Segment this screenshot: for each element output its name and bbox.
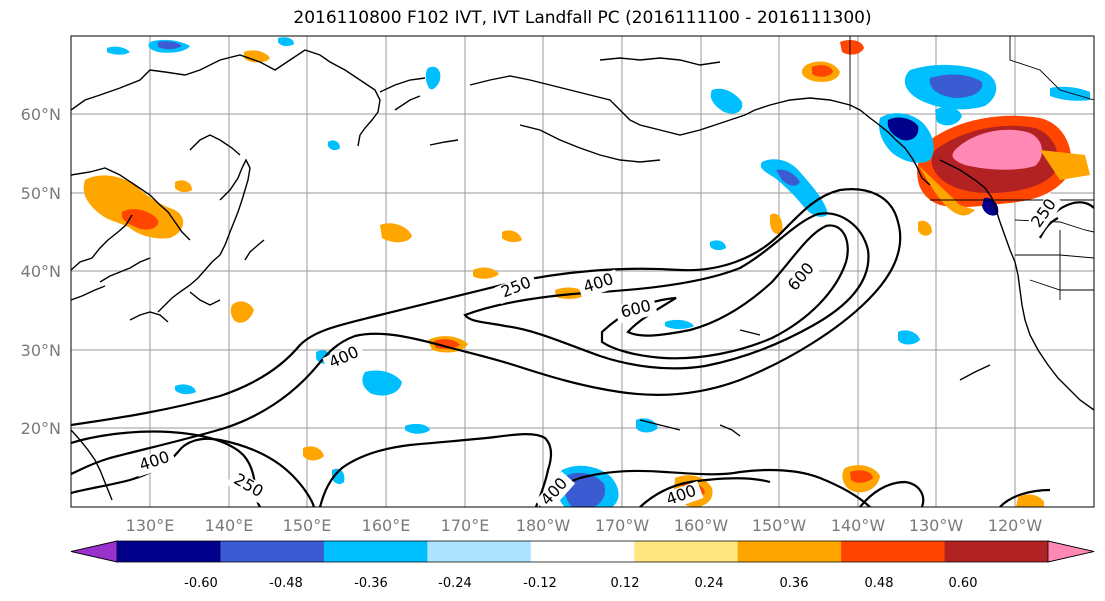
colorbar-tick-label: -0.36 bbox=[354, 576, 388, 591]
lon-label: 140°W bbox=[831, 516, 886, 535]
colorbar-extend-min bbox=[70, 540, 118, 563]
grid-lines bbox=[71, 36, 1094, 507]
lon-label: 130°E bbox=[126, 516, 175, 535]
colorbar-tick-label: 0.60 bbox=[949, 576, 978, 591]
coastlines bbox=[71, 49, 1094, 501]
map-area: 250 400 600 400 600 400 250 400 400 250 bbox=[71, 36, 1094, 507]
lon-label: 170°E bbox=[441, 516, 490, 535]
colorbar-segment bbox=[634, 541, 739, 562]
colorbar-tick-label: -0.60 bbox=[184, 576, 218, 591]
lat-label: 50°N bbox=[21, 184, 61, 203]
lon-label: 160°W bbox=[674, 516, 729, 535]
colorbar bbox=[70, 540, 1095, 563]
lat-label: 30°N bbox=[21, 341, 61, 360]
lon-label: 170°W bbox=[595, 516, 650, 535]
colorbar-tick-label: 0.24 bbox=[695, 576, 724, 591]
lon-label: 150°E bbox=[283, 516, 332, 535]
lon-label: 120°W bbox=[988, 516, 1043, 535]
colorbar-tick-label: -0.48 bbox=[269, 576, 303, 591]
colorbar-segment bbox=[841, 541, 946, 562]
lon-label: 130°W bbox=[909, 516, 964, 535]
political-borders bbox=[849, 36, 1094, 300]
lon-label: 160°E bbox=[362, 516, 411, 535]
colorbar-extend-max bbox=[1047, 540, 1095, 563]
latitude-labels: 60°N 50°N 40°N 30°N 20°N bbox=[21, 105, 61, 438]
lon-label: 140°E bbox=[205, 516, 254, 535]
colorbar-segment bbox=[427, 541, 532, 562]
colorbar-tick-label: 0.48 bbox=[865, 576, 894, 591]
colorbar-segment bbox=[220, 541, 325, 562]
colorbar-segment bbox=[117, 541, 221, 562]
colorbar-segment bbox=[530, 541, 635, 562]
lat-label: 20°N bbox=[21, 419, 61, 438]
lat-label: 60°N bbox=[21, 105, 61, 124]
colorbar-tick-label: -0.24 bbox=[438, 576, 472, 591]
lat-label: 40°N bbox=[21, 262, 61, 281]
colorbar-segment bbox=[323, 541, 428, 562]
colorbar-outline bbox=[70, 540, 1095, 563]
positive-anomaly-shading bbox=[83, 40, 1090, 507]
colorbar-tick-label: 0.36 bbox=[780, 576, 809, 591]
lon-label: 180°W bbox=[516, 516, 571, 535]
colorbar-tick-label: -0.12 bbox=[523, 576, 557, 591]
map-frame bbox=[70, 35, 1095, 508]
lon-label: 150°W bbox=[752, 516, 807, 535]
longitude-labels: 130°E 140°E 150°E 160°E 170°E 180°W 170°… bbox=[126, 516, 1043, 535]
colorbar-tick-label: 0.12 bbox=[611, 576, 640, 591]
map-title: 2016110800 F102 IVT, IVT Landfall PC (20… bbox=[293, 8, 872, 28]
colorbar-segment bbox=[944, 541, 1049, 562]
colorbar-tick-labels: -0.60 -0.48 -0.36 -0.24 -0.12 0.12 0.24 … bbox=[184, 576, 977, 591]
colorbar-segment bbox=[737, 541, 842, 562]
